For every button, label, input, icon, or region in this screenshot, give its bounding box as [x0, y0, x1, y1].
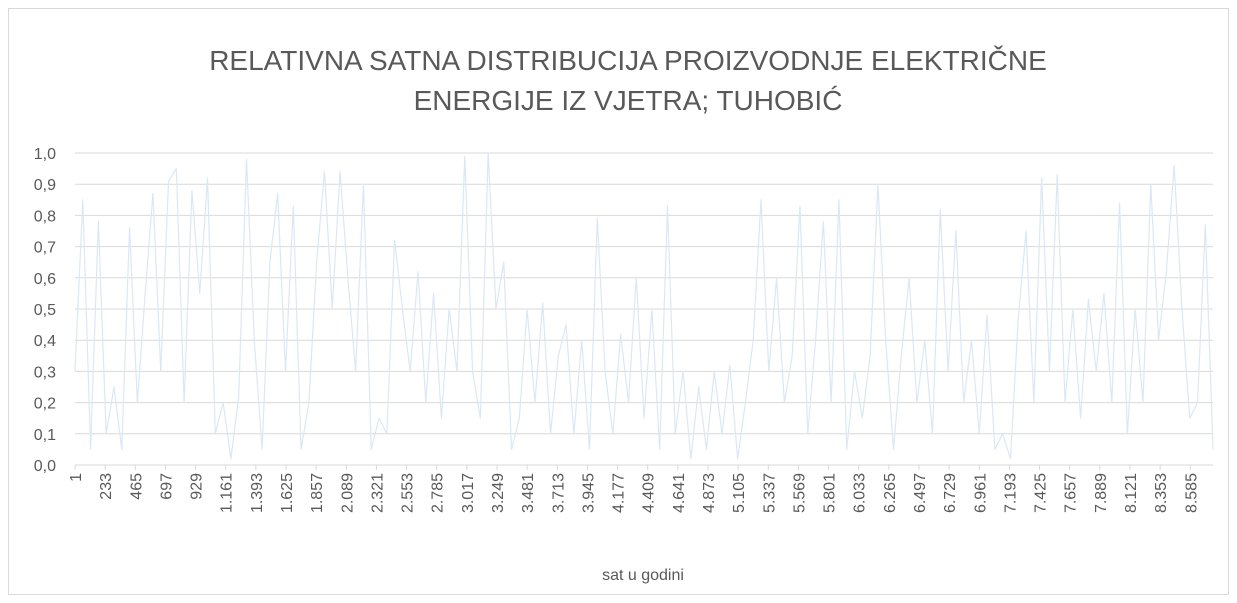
- y-tick-label: 0,9: [34, 177, 56, 194]
- x-tick-label: 2.553: [400, 473, 417, 513]
- chart-title: ENERGIJE IZ VJETRA; TUHOBIĆ: [414, 85, 843, 116]
- y-tick-label: 0,7: [34, 240, 56, 257]
- x-tick-label: 1.625: [279, 473, 296, 513]
- x-tick-label: 6.265: [882, 473, 899, 513]
- x-tick-label: 4.641: [671, 473, 688, 513]
- y-tick-label: 0,0: [34, 458, 56, 475]
- x-tick-label: 929: [189, 473, 206, 500]
- x-tick-label: 7.657: [1063, 473, 1080, 513]
- x-tick-label: 3.249: [490, 473, 507, 513]
- x-tick-label: 8.121: [1123, 473, 1140, 513]
- x-tick-label: 8.585: [1183, 473, 1200, 513]
- y-tick-label: 0,5: [34, 302, 56, 319]
- x-tick-label: 7.193: [1002, 473, 1019, 513]
- x-tick-label: 1.161: [219, 473, 236, 513]
- x-tick-label: 6.961: [972, 473, 989, 513]
- x-tick-label: 1.857: [309, 473, 326, 513]
- x-tick-label: 5.569: [791, 473, 808, 513]
- x-tick-label: 3.945: [580, 473, 597, 513]
- x-tick-label: 5.105: [731, 473, 748, 513]
- y-tick-label: 0,2: [34, 396, 56, 413]
- x-tick-label: 6.033: [852, 473, 869, 513]
- x-tick-label: 1: [68, 473, 85, 482]
- y-tick-label: 0,3: [34, 364, 56, 381]
- x-tick-label: 7.425: [1033, 473, 1050, 513]
- x-tick-label: 4.177: [611, 473, 628, 513]
- x-tick-label: 233: [98, 473, 115, 500]
- y-tick-label: 0,6: [34, 271, 56, 288]
- x-tick-label: 3.713: [550, 473, 567, 513]
- data-line: [74, 152, 1214, 460]
- chart-title: RELATIVNA SATNA DISTRIBUCIJA PROIZVODNJE…: [209, 45, 1047, 76]
- x-tick-label: 1.393: [249, 473, 266, 513]
- x-tick-label: 465: [128, 473, 145, 500]
- x-tick-label: 3.017: [460, 473, 477, 513]
- x-tick-label: 697: [158, 473, 175, 500]
- x-tick-label: 2.785: [430, 473, 447, 513]
- x-axis-title: sat u godini: [602, 567, 684, 584]
- x-tick-label: 3.481: [520, 473, 537, 513]
- x-tick-label: 5.337: [761, 473, 778, 513]
- x-tick-label: 6.497: [912, 473, 929, 513]
- x-tick-label: 7.889: [1093, 473, 1110, 513]
- y-tick-label: 1,0: [34, 146, 56, 163]
- y-tick-label: 0,4: [34, 333, 56, 350]
- x-tick-label: 6.729: [942, 473, 959, 513]
- x-tick-label: 2.321: [369, 473, 386, 513]
- x-tick-label: 2.089: [339, 473, 356, 513]
- x-tick-label: 4.873: [701, 473, 718, 513]
- y-tick-label: 0,1: [34, 427, 56, 444]
- y-tick-label: 0,8: [34, 208, 56, 225]
- x-tick-label: 5.801: [822, 473, 839, 513]
- x-tick-label: 8.353: [1153, 473, 1170, 513]
- x-tick-label: 4.409: [641, 473, 658, 513]
